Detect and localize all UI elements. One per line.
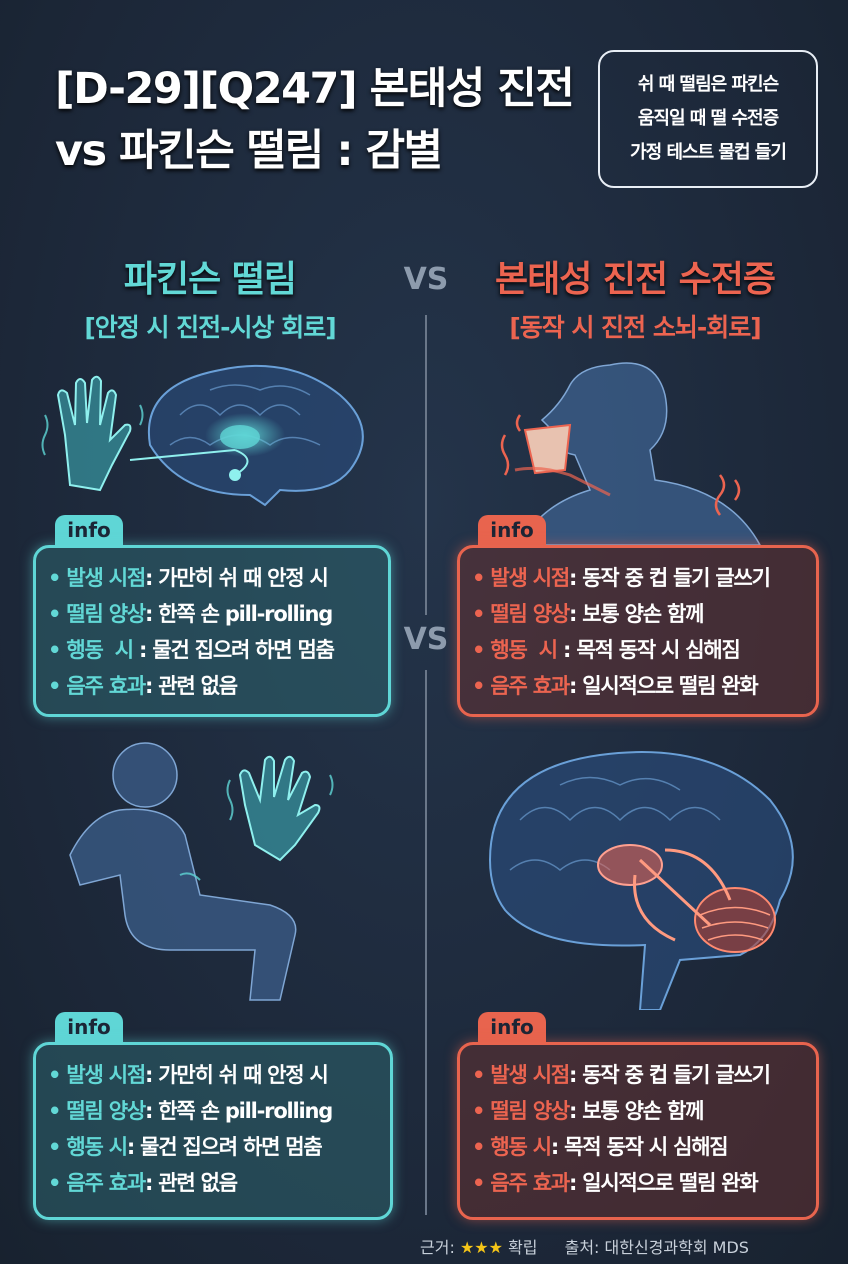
info-row: • 발생 시점: 가만히 쉬 때 안정 시 <box>48 566 329 590</box>
essential-tremor-person-illustration <box>500 362 761 545</box>
info-row: • 음주 효과: 관련 없음 <box>48 1171 238 1195</box>
info-row: • 발생 시점: 가만히 쉬 때 안정 시 <box>48 1063 329 1087</box>
info-tab: info <box>55 515 123 545</box>
info-row: • 발생 시점: 동작 중 컵 들기 글쓰기 <box>472 1063 771 1087</box>
title-line-1: [D-29][Q247] 본태성 진전 <box>55 64 575 114</box>
person-silhouette-icon <box>69 742 297 1001</box>
summary-callout: 쉬 때 떨림은 파킨슨 움직일 때 떨 수전증 가정 테스트 물컵 들기 <box>598 50 818 188</box>
cerebellum-icon <box>694 887 776 953</box>
info-tab: info <box>478 1012 546 1042</box>
info-row: • 음주 효과: 관련 없음 <box>48 674 238 698</box>
parkinson-info-box-1: • 발생 시점: 가만히 쉬 때 안정 시 • 떨림 양상: 한쪽 손 pill… <box>33 545 391 717</box>
vs-label-top: VS <box>403 262 449 297</box>
info-row: • 행동 시 : 물건 집으려 하면 멈춤 <box>48 638 335 662</box>
evidence-label: 근거: <box>420 1238 455 1257</box>
callout-line: 움직일 때 떨 수전증 <box>637 108 779 129</box>
info-row: • 발생 시점: 동작 중 컵 들기 글쓰기 <box>472 566 771 590</box>
parkinson-info-box-2: • 발생 시점: 가만히 쉬 때 안정 시 • 떨림 양상: 한쪽 손 pill… <box>33 1042 393 1220</box>
info-tab: info <box>478 515 546 545</box>
info-row: • 행동 시 : 목적 동작 시 심해짐 <box>472 638 741 662</box>
info-row: • 행동 시: 물건 집으려 하면 멈춤 <box>48 1135 323 1159</box>
title-line-2: vs 파킨슨 떨림 : 감별 <box>55 126 443 176</box>
vs-label-middle: VS <box>403 622 449 657</box>
right-subheading: [동작 시 진전 소뇌-회로] <box>509 313 761 342</box>
cerebellum-brain-illustration <box>488 751 794 1010</box>
callout-line: 쉬 때 떨림은 파킨슨 <box>637 74 779 95</box>
info-row: • 음주 효과: 일시적으로 떨림 완화 <box>472 674 759 698</box>
source-text: 출처: 대한신경과학회 MDS <box>564 1238 749 1257</box>
footer: 근거: ★★★ 확립 출처: 대한신경과학회 MDS <box>420 1234 749 1258</box>
brain-icon <box>488 751 794 1010</box>
essential-tremor-info-box-2: • 발생 시점: 동작 중 컵 들기 글쓰기 • 떨림 양상: 보통 양손 함께… <box>457 1042 819 1220</box>
hand-icon <box>238 755 321 862</box>
divider <box>425 315 427 615</box>
right-heading: 본태성 진전 수전증 <box>494 259 776 300</box>
callout-line: 가정 테스트 물컵 들기 <box>630 142 787 163</box>
brain-icon <box>129 364 364 507</box>
star-rating-icon: ★★★ <box>459 1238 503 1257</box>
info-row: • 떨림 양상: 보통 양손 함께 <box>472 602 704 626</box>
parkinson-brain-illustration <box>41 364 364 507</box>
info-row: • 음주 효과: 일시적으로 떨림 완화 <box>472 1171 759 1195</box>
info-tab: info <box>55 1012 123 1042</box>
parkinson-resting-person-illustration <box>69 742 334 1001</box>
left-subheading: [안정 시 진전-시상 회로] <box>84 313 336 342</box>
divider <box>425 670 427 1215</box>
cup-icon <box>523 423 572 475</box>
info-row: • 행동 시: 목적 동작 시 심해짐 <box>472 1135 729 1159</box>
left-heading: 파킨슨 떨림 <box>123 259 297 300</box>
info-row: • 떨림 양상: 한쪽 손 pill-rolling <box>48 602 333 626</box>
essential-tremor-info-box-1: • 발생 시점: 동작 중 컵 들기 글쓰기 • 떨림 양상: 보통 양손 함께… <box>457 545 819 717</box>
info-row: • 떨림 양상: 한쪽 손 pill-rolling <box>48 1099 333 1123</box>
info-row: • 떨림 양상: 보통 양손 함께 <box>472 1099 704 1123</box>
evidence-level: 확립 <box>508 1238 538 1257</box>
page-title: [D-29][Q247] 본태성 진전 vs 파킨슨 떨림 : 감별 <box>55 58 575 182</box>
hand-icon <box>56 375 132 492</box>
